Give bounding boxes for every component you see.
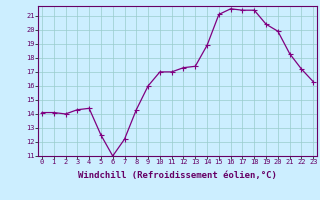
X-axis label: Windchill (Refroidissement éolien,°C): Windchill (Refroidissement éolien,°C) [78,171,277,180]
